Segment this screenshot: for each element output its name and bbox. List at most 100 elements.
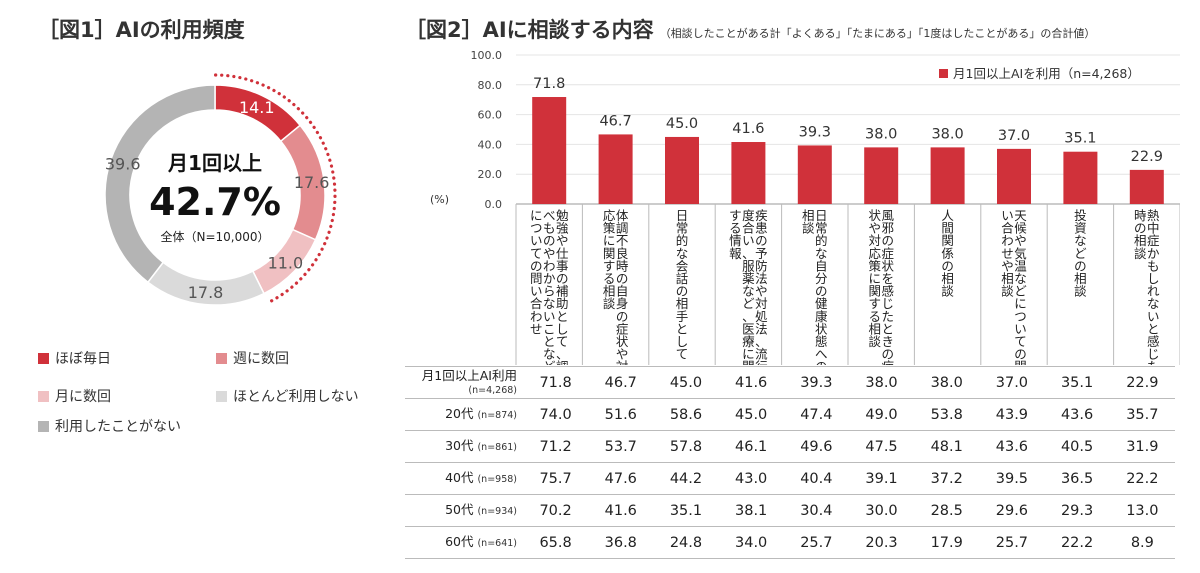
table-cell: 57.8 [653,430,719,463]
legend-item-monthly: 月に数回 [38,386,111,406]
table-cell: 58.6 [653,398,719,431]
table-cell: 22.9 [1109,366,1175,399]
bar-9 [1129,169,1164,204]
row-label-text: 月1回以上AI利用 [421,367,517,383]
table-row-label: 30代 (n=861) [405,430,523,463]
legend-label-never: 利用したことがない [55,419,181,435]
bar-value-label-7: 37.0 [998,128,1030,144]
row-label-text: 60代 [445,534,474,549]
table-cell: 53.7 [588,430,654,463]
table-cell: 38.0 [914,366,980,399]
legend-item-weekly: 週に数回 [216,348,289,368]
table-cell: 36.5 [1044,462,1110,495]
bar-4 [797,145,832,204]
table-cell: 71.2 [523,430,589,463]
donut-value-label-1: 17.6 [294,173,330,192]
table-cell: 25.7 [979,526,1045,559]
row-sample-size: (n=861) [477,442,517,453]
figure2-title: ［図2］AIに相談する内容 （相談したことがある計「よくある」「たまにある」「1度… [405,14,1095,44]
bar-value-label-5: 38.0 [865,126,897,142]
category-label-8: 投資などの相談 [1074,208,1087,299]
table-cell: 22.2 [1109,462,1175,495]
legend-swatch-monthly [38,390,49,402]
table-row: 50代 (n=934) 70.2 41.6 35.1 38.1 30.4 30.0 28.5 2… [405,494,1175,527]
y-tick-label-3: 60.0 [478,109,503,122]
table-row-label: 40代 (n=958) [405,462,523,495]
table-cell: 47.5 [848,430,915,463]
usage-frequency-donut-chart: 14.1 17.6 11.0 17.8 39.6 月1回以上 42.7% 全体（N=10… [104,73,337,306]
table-cell: 24.8 [653,526,719,559]
table-cell: 49.0 [848,398,915,431]
legend-item-rarely: ほとんど利用しない [216,386,359,406]
consultation-rate-table: 月1回以上AI利用 (n=4,268) 71.8 46.7 45.0 41.6 39.3 38… [405,366,1175,559]
category-label-7: 天候や気温などについての問い合わせや相談 [1001,208,1027,365]
bar-6 [930,147,965,204]
donut-value-label-0: 14.1 [239,98,275,117]
table-row-label: 月1回以上AI利用 (n=4,268) [405,366,523,399]
table-cell: 38.0 [848,366,915,399]
bar-value-label-3: 41.6 [732,121,764,137]
table-cell: 39.5 [979,462,1045,495]
table-cell: 46.7 [588,366,654,399]
donut-center-label: 月1回以上 [167,151,262,175]
y-axis-unit-label: (%) [430,193,449,206]
figure2-note: （相談したことがある計「よくある」「たまにある」「1度はしたことがある」の合計値… [659,27,1096,40]
donut-slice-4 [104,84,216,284]
category-label-3: 疾患の予防法や対処法、流行度合い、服薬など、医療に関する情報 [729,208,768,365]
donut-center-value: 42.7% [149,180,281,224]
legend-label-daily: ほぼ毎日 [55,351,111,367]
table-cell: 28.5 [914,494,980,527]
bar-value-label-8: 35.1 [1064,131,1096,147]
row-label-text: 20代 [445,406,474,421]
donut-value-label-2: 11.0 [268,253,304,272]
legend-swatch-daily [38,352,49,364]
table-cell: 39.1 [848,462,915,495]
figure1-title: ［図1］AIの利用頻度 [38,18,245,42]
row-sample-size: (n=874) [477,410,517,421]
table-cell: 34.0 [718,526,784,559]
table-cell: 47.4 [783,398,849,431]
table-cell: 30.4 [783,494,849,527]
table-row-label: 60代 (n=641) [405,526,523,559]
category-label-5: 風邪の症状を感じたときの症状や対応策に関する相談 [868,208,894,365]
category-label-9: 熱中症かもしれないと感じた時の相談 [1134,208,1160,365]
table-row-label: 20代 (n=874) [405,398,523,431]
legend-swatch-weekly [216,352,227,364]
consultation-topics-bar-chart: 0.0 20.0 40.0 60.0 80.0 100.0 71.8 46.7 45.0 41.… [430,49,1180,365]
bar-value-label-0: 71.8 [533,76,565,92]
table-cell: 35.1 [1044,366,1110,399]
row-sample-size: (n=958) [477,474,517,485]
donut-center-note: 全体（N=10,000） [160,229,269,244]
y-tick-label-4: 80.0 [478,79,503,92]
table-cell: 49.6 [783,430,849,463]
row-label-text: 50代 [445,502,474,517]
table-cell: 74.0 [523,398,589,431]
table-row: 30代 (n=861) 71.2 53.7 57.8 46.1 49.6 47.5 48.1 4… [405,430,1175,463]
category-label-6: 人間関係の相談 [941,208,954,299]
table-cell: 41.6 [718,366,784,399]
category-label-0: 勉強や仕事の補助として、調べものやわからないことなどについての問い合わせ [530,208,569,365]
donut-value-label-3: 17.8 [188,283,224,302]
table-cell: 53.8 [914,398,980,431]
legend-label-rarely: ほとんど利用しない [233,389,359,405]
table-cell: 75.7 [523,462,589,495]
table-cell: 29.3 [1044,494,1110,527]
table-cell: 47.6 [588,462,654,495]
table-cell: 65.8 [523,526,589,559]
bar-value-label-4: 39.3 [799,124,831,140]
table-cell: 44.2 [653,462,719,495]
table-cell: 45.0 [653,366,719,399]
table-row: 40代 (n=958) 75.7 47.6 44.2 43.0 40.4 39.1 37.2 3… [405,462,1175,495]
donut-value-label-4: 39.6 [105,155,141,174]
table-row: 月1回以上AI利用 (n=4,268) 71.8 46.7 45.0 41.6 39.3 38… [405,366,1175,399]
table-cell: 37.2 [914,462,980,495]
table-cell: 17.9 [914,526,980,559]
bar-8 [1063,151,1098,204]
bar-value-label-9: 22.9 [1131,149,1163,165]
bar-1 [598,134,633,204]
table-cell: 25.7 [783,526,849,559]
table-cell: 20.3 [848,526,915,559]
legend-label-weekly: 週に数回 [233,351,289,367]
table-cell: 39.3 [783,366,849,399]
bar-value-label-6: 38.0 [931,126,963,142]
